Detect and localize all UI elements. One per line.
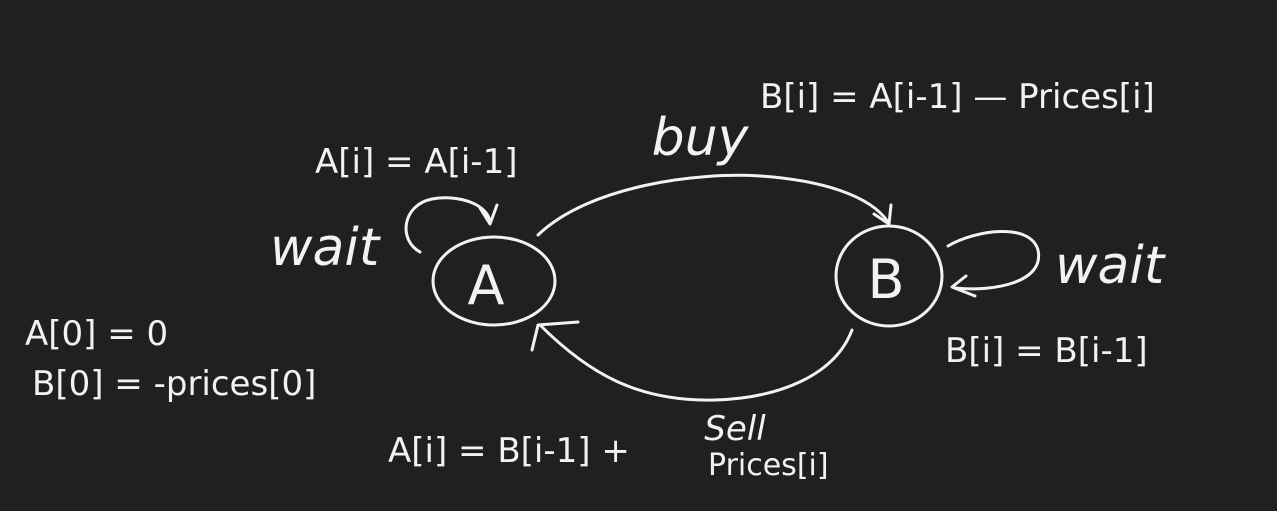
wait-b-label: wait — [1055, 236, 1166, 296]
buy-arc — [536, 173, 890, 237]
initial-condition-b0: B[0] = -prices[0] — [32, 364, 316, 404]
state-b-circle — [834, 224, 944, 328]
sell-arrowhead-icon — [530, 320, 580, 352]
state-a-circle — [431, 235, 557, 327]
state-a: A — [431, 235, 557, 327]
sell-formula-right: Prices[i] — [708, 448, 829, 483]
wait-a-formula: A[i] = A[i-1] — [315, 142, 517, 182]
wait-a-loop: wait A[i] = A[i-1] — [270, 142, 517, 278]
wait-b-loop-arc — [946, 230, 1041, 291]
wait-b-formula: B[i] = B[i-1] — [945, 331, 1148, 371]
wait-a-label: wait — [270, 218, 381, 278]
wait-a-arrowhead-icon — [478, 203, 499, 226]
state-a-label: A — [468, 254, 505, 317]
sell-arc — [538, 323, 854, 402]
sell-label: Sell — [704, 409, 766, 449]
buy-transition: buy B[i] = A[i-1] — Prices[i] — [536, 77, 1155, 237]
sell-formula-left: A[i] = B[i-1] + — [388, 431, 630, 471]
state-b: B — [834, 224, 944, 328]
sell-transition: Sell A[i] = B[i-1] + Prices[i] — [388, 320, 854, 483]
wait-b-arrowhead-icon — [950, 274, 977, 298]
wait-b-loop: wait B[i] = B[i-1] — [945, 230, 1166, 371]
initial-condition-a0: A[0] = 0 — [25, 314, 168, 354]
buy-arrowhead-icon — [872, 203, 893, 226]
buy-label: buy — [652, 108, 750, 168]
state-b-label: B — [867, 248, 904, 311]
buy-formula: B[i] = A[i-1] — Prices[i] — [760, 77, 1155, 117]
initial-conditions: A[0] = 0 B[0] = -prices[0] — [25, 314, 316, 404]
wait-a-loop-arc — [404, 196, 492, 254]
